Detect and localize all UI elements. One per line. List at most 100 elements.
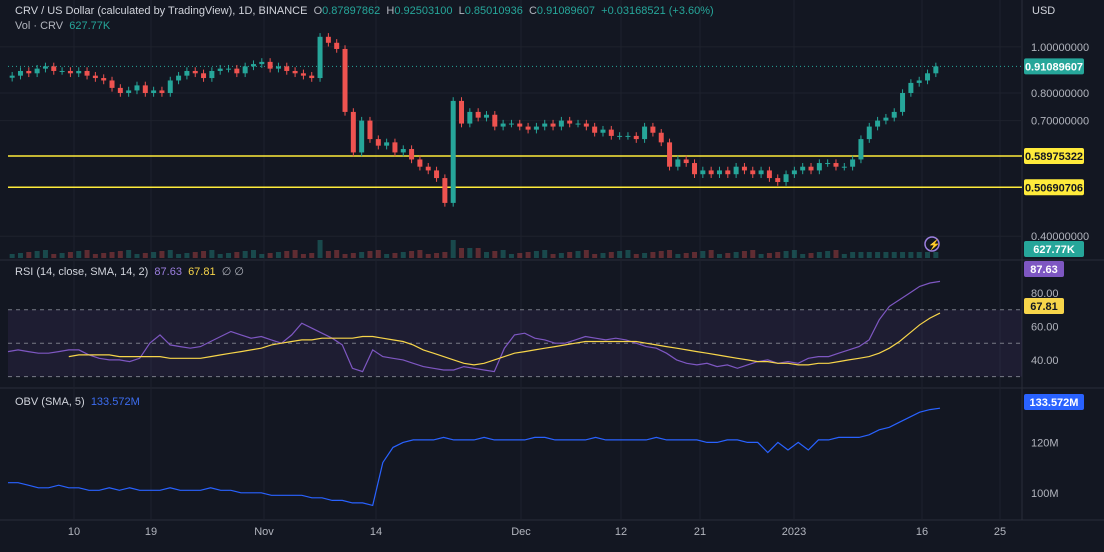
candle-body [741, 166, 747, 171]
volume-bar [26, 252, 32, 258]
candle-body [692, 163, 698, 175]
candle-body [900, 92, 906, 112]
volume-bar [533, 251, 539, 258]
volume-bar [750, 250, 756, 258]
price-tick-label: 0.70000000 [1031, 116, 1089, 128]
candle-body [866, 126, 872, 140]
candle-body [933, 66, 939, 74]
rsi-value: 87.63 [154, 266, 182, 278]
candle-body [908, 82, 914, 93]
volume-bar [226, 253, 232, 258]
rsi-sma-line [68, 312, 941, 366]
volume-bar [517, 253, 523, 258]
horizontal-levels[interactable]: ⚡ [8, 65, 1022, 252]
low-value: 0.85010936 [464, 5, 523, 17]
candle-body [134, 85, 140, 91]
volume-bar [583, 250, 589, 258]
high-value: 0.92503100 [394, 5, 453, 17]
close-value: 0.91089607 [536, 5, 596, 17]
volume-bar [342, 254, 348, 258]
rsi-tick-label: 80.00 [1031, 288, 1059, 300]
candle-body [226, 68, 232, 70]
obv-badge-bg [1024, 394, 1084, 410]
symbol-legend[interactable]: CRV / US Dollar (calculated by TradingVi… [15, 5, 714, 17]
volume-bar [558, 253, 564, 258]
candle-body [26, 70, 32, 74]
volume-bar [508, 254, 514, 258]
volume-legend[interactable]: Vol · CRV 627.77K [15, 20, 110, 32]
volume-bar [858, 252, 864, 258]
open-value: 0.87897862 [322, 5, 381, 17]
volume-bar [167, 250, 173, 258]
candle-body [84, 70, 90, 76]
volume-bar [159, 251, 165, 258]
volume-bar [242, 251, 248, 258]
volume-bar [550, 254, 556, 258]
volume-bar [101, 253, 107, 258]
candle-body [51, 66, 57, 71]
candle-body [34, 68, 40, 74]
candle-body [700, 170, 706, 175]
volume-bar [467, 248, 473, 258]
candle-body [550, 123, 556, 127]
volume-bar [201, 251, 207, 258]
rsi-tick-label: 40.00 [1031, 355, 1059, 367]
candle-body [192, 70, 198, 74]
candle-body [808, 166, 814, 171]
candle-body [783, 174, 789, 183]
obv-value: 133.572M [90, 396, 140, 408]
volume-bar [67, 252, 73, 258]
candle-body [841, 166, 847, 168]
volume-bar [417, 250, 423, 258]
x-tick-label: Dec [511, 526, 531, 538]
volume-badge-bg [1024, 241, 1084, 257]
candle-body [475, 111, 481, 118]
volume-bar [567, 252, 573, 258]
volume-bar [683, 253, 689, 258]
obv-tick-label: 120M [1031, 437, 1059, 449]
candle-body [176, 75, 182, 81]
volume-bar [459, 248, 465, 258]
obv-badge: 133.572M [1030, 397, 1079, 409]
rsi-legend[interactable]: RSI (14, close, SMA, 14, 2) 87.63 67.81 … [15, 265, 244, 278]
candle-body [250, 64, 256, 67]
candle-body [642, 126, 648, 140]
candle-body [9, 75, 15, 78]
candle-body [384, 142, 390, 146]
candle-body [350, 111, 356, 153]
candle-body [59, 70, 65, 72]
candle-body [434, 170, 440, 179]
candle-body [508, 123, 514, 125]
volume-bar [642, 253, 648, 258]
candle-body [891, 111, 897, 118]
candle-body [300, 73, 306, 76]
candle-body [558, 120, 564, 127]
candle-body [533, 126, 539, 130]
x-tick-label: 25 [994, 526, 1006, 538]
candle-body [400, 149, 406, 153]
candle-body [409, 149, 415, 160]
volume-bar [716, 254, 722, 258]
candle-body [259, 61, 265, 65]
price-badge: 0.91089607 [1025, 61, 1083, 73]
candle-body [284, 66, 290, 71]
volume-bar [825, 251, 831, 258]
candle-body [733, 166, 739, 175]
level-high-badge-bg [1024, 148, 1084, 165]
candle-body [67, 70, 73, 74]
volume-bar [76, 251, 82, 258]
candle-body [209, 70, 215, 79]
volume-bar [833, 250, 839, 258]
currency-label: USD [1032, 5, 1056, 17]
candle-body [758, 170, 764, 175]
volume-bar [625, 250, 631, 258]
volume-bar [42, 250, 48, 258]
level-low-badge-bg [1024, 179, 1084, 196]
candle-body [858, 139, 864, 160]
obv-legend[interactable]: OBV (SMA, 5) 133.572M [15, 396, 140, 408]
volume-bar [708, 250, 714, 258]
candle-body [750, 170, 756, 175]
candle-body [608, 129, 614, 136]
candle-body [667, 142, 673, 167]
